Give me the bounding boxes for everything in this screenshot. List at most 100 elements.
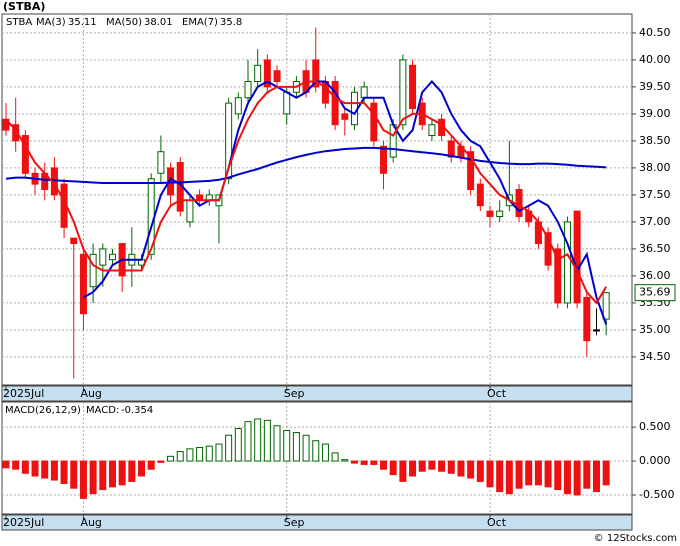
candle-body <box>447 140 455 158</box>
candle-body <box>157 151 165 174</box>
date-strip <box>1 514 633 531</box>
macd-bar <box>486 460 494 488</box>
candle-body <box>486 210 494 218</box>
candle-body <box>476 183 484 207</box>
macd-bar <box>157 460 165 463</box>
footer: © 12Stocks.com <box>594 533 677 544</box>
macd-bar <box>70 460 78 489</box>
y-tick-label: 40.00 <box>639 53 671 66</box>
legend-symbol: STBA <box>6 17 32 28</box>
macd-bar <box>60 460 68 484</box>
macd-bar <box>89 460 97 495</box>
y-tick-label: 35.00 <box>639 323 671 336</box>
ma-line <box>82 80 608 325</box>
macd-bar <box>505 460 513 495</box>
y-tick-label: 0.000 <box>639 454 671 467</box>
macd-bar <box>108 460 116 488</box>
candle-body <box>544 232 552 266</box>
y-tick-label: 36.50 <box>639 242 671 255</box>
candle-body <box>563 221 571 304</box>
ma-line <box>5 80 608 305</box>
macd-bar <box>380 460 388 470</box>
macd-bar <box>341 459 349 462</box>
macd-bar <box>447 460 455 474</box>
candle-body <box>70 237 78 245</box>
macd-bar <box>302 434 310 462</box>
x-tick-label: Sep <box>284 516 305 529</box>
macd-bar <box>225 434 233 462</box>
macd-bar <box>515 460 523 489</box>
candle-body <box>234 97 242 115</box>
macd-bar <box>563 460 571 495</box>
macd-bar <box>283 430 291 462</box>
macd-bar <box>331 452 339 462</box>
macd-bar <box>263 419 271 462</box>
ma-line <box>5 146 607 184</box>
candle-body <box>467 151 475 191</box>
candle-body <box>263 59 271 88</box>
y-tick-label: 0.500 <box>639 420 671 433</box>
candle-body <box>79 253 87 315</box>
macd-bar <box>457 460 465 477</box>
candle-body <box>380 145 388 174</box>
macd-bar <box>138 460 146 477</box>
macd-bar <box>583 460 591 489</box>
candle-body <box>409 64 417 110</box>
macd-bar <box>147 460 155 470</box>
legend-value: 35.8 <box>220 17 242 28</box>
x-tick-label: Aug <box>80 516 101 529</box>
macd-bar <box>602 460 610 486</box>
macd-bar <box>360 460 368 465</box>
macd-bar <box>21 460 29 474</box>
macd-bar <box>167 455 175 462</box>
macd-bar <box>428 460 436 470</box>
macd-bar <box>496 460 504 493</box>
x-tick-label: Aug <box>80 387 101 400</box>
candle-body <box>12 124 20 142</box>
y-tick-label: 34.50 <box>639 350 671 363</box>
macd-bar <box>79 460 87 499</box>
macd-bar <box>592 460 600 493</box>
x-tick-label: Sep <box>284 387 305 400</box>
macd-bar <box>12 460 20 470</box>
candle-body <box>254 64 262 83</box>
macd-title: MACD(26,12,9) <box>5 405 81 416</box>
legend-value: 38.01 <box>144 17 173 28</box>
macd-bar <box>128 460 136 482</box>
legend-name: MA(3) <box>36 17 66 28</box>
candle-body <box>583 297 591 342</box>
y-tick-label: 38.50 <box>639 134 671 147</box>
macd-bar <box>41 460 49 479</box>
y-tick-label: 38.00 <box>639 161 671 174</box>
macd-bar <box>418 460 426 472</box>
macd-bar <box>467 460 475 479</box>
last-price: 35.69 <box>639 286 671 299</box>
candle-body <box>496 210 504 218</box>
candle-body <box>99 248 107 266</box>
candle-body <box>370 102 378 142</box>
candle-body <box>602 292 610 320</box>
candle-body <box>573 210 581 304</box>
macd-bar <box>205 445 213 462</box>
candle-body <box>108 253 116 261</box>
y-tick-label: 40.50 <box>639 26 671 39</box>
candle-body <box>554 248 562 304</box>
candle-body <box>225 102 233 180</box>
candle-body <box>273 70 281 83</box>
macd-name: MACD: <box>86 405 119 416</box>
macd-bar <box>196 446 204 462</box>
candle-body <box>341 113 349 120</box>
macd-bar <box>292 432 300 462</box>
macd-bar <box>273 425 281 462</box>
candle-body <box>283 91 291 115</box>
legend-name: EMA(7) <box>182 17 218 28</box>
macd-bar <box>50 460 58 481</box>
x-tick-label: 2025Jul <box>3 387 44 400</box>
macd-bar <box>476 460 484 482</box>
macd-bar <box>186 448 194 462</box>
x-tick-label: Oct <box>487 516 507 529</box>
macd-bar <box>525 460 533 486</box>
macd-bar <box>244 421 252 462</box>
macd-bar <box>534 460 542 486</box>
